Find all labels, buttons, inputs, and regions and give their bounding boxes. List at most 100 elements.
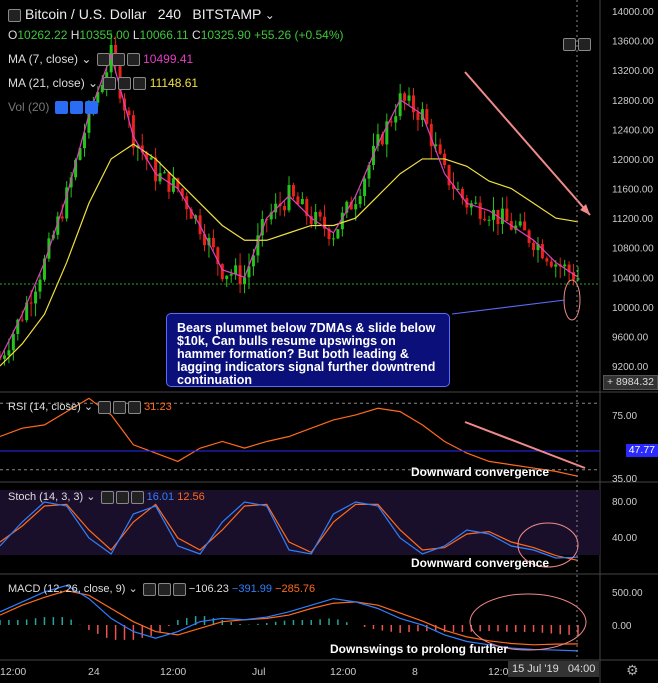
ma21-label: MA (21, close) [8,76,85,90]
ma21-value: 11148.61 [150,76,198,90]
annotation-callout: Bears plummet below 7DMAs & slide below … [166,313,450,387]
close-icon[interactable] [128,401,141,414]
stoch-tick-label: 80.00 [612,497,637,508]
macd-legend[interactable]: MACD (12, 26, close, 9) ⌄ −106.23 −391.9… [8,582,315,596]
candle-body [403,93,406,101]
stoch-legend[interactable]: Stoch (14, 3, 3) ⌄ 16.01 12.56 [8,490,205,504]
low-value: 10066.11 [140,28,189,42]
rsi-tick-label: 35.00 [612,474,637,485]
price-cursor-value: 8984.32 [616,376,654,388]
chevron-down-icon[interactable]: ⌄ [128,583,137,595]
trend-arrow [465,72,590,215]
low-label: L [133,28,140,42]
rsi-marker-tag: 47.77 [626,444,658,457]
plus-icon: + [607,376,613,388]
candle-body [21,320,24,321]
chevron-down-icon[interactable]: ⌄ [265,8,275,22]
exchange: BITSTAMP [192,6,261,22]
settings-icon[interactable] [113,401,126,414]
price-tick-label: 12800.00 [612,96,654,107]
candle-body [7,350,10,355]
chevron-down-icon[interactable]: ⌄ [84,401,93,413]
settings-icon[interactable] [70,101,83,114]
price-cursor-tag: + 8984.32 [603,375,658,390]
candle-body [550,261,553,266]
close-icon[interactable] [131,491,144,504]
close-icon[interactable] [127,53,140,66]
date-cursor-tag: 15 Jul '19 04:00 [508,661,599,677]
close-icon[interactable] [173,583,186,596]
close-value: 10325.90 [201,28,251,42]
macd-note: Downswings to prolong further [330,642,508,656]
candle-body [332,238,335,239]
macd-hist-value: −106.23 [189,583,229,595]
rsi-label: RSI (14, close) [8,401,81,413]
candle-body [150,158,153,160]
candle-body [0,359,2,360]
cursor-date: 15 Jul '19 [512,663,559,675]
candle-body [416,112,419,120]
ma21-legend[interactable]: MA (21, close) ⌄ 11148.61 [8,76,198,90]
chevron-down-icon[interactable]: ⌄ [81,52,91,66]
maximize-icon[interactable] [578,38,591,51]
candle-body [30,303,33,304]
candle-body [230,274,233,276]
candle-body [399,93,402,116]
time-tick-label: Jul [252,666,265,678]
symbol-header[interactable]: Bitcoin / U.S. Dollar 240 BITSTAMP ⌄ [8,6,275,22]
chevron-down-icon[interactable]: ⌄ [86,491,95,503]
candle-body [319,212,322,217]
ohlc-readout: O10262.22 H10355.00 L10066.11 C10325.90 … [8,28,344,42]
ma7-legend[interactable]: MA (7, close) ⌄ 10499.41 [8,52,193,66]
candle-body [336,229,339,238]
macd-signal-line [0,591,578,645]
rsi-tick-label: 75.00 [612,411,637,422]
vol-label: Vol (20) [8,100,49,114]
high-value: 10355.00 [79,28,129,42]
candle-body [577,278,580,280]
candle-body [225,276,228,279]
eye-icon[interactable] [103,77,116,90]
cursor-time: 04:00 [568,663,596,675]
rsi-legend[interactable]: RSI (14, close) ⌄ 31.23 [8,400,172,414]
candle-body [163,172,166,173]
settings-icon[interactable] [118,77,131,90]
price-tick-label: 14000.00 [612,7,654,18]
eye-icon[interactable] [143,583,156,596]
collapse-icon[interactable] [8,9,21,22]
eye-icon[interactable] [98,401,111,414]
candle-body [292,185,295,196]
price-tick-label: 11600.00 [612,185,653,196]
rsi-note: Downward convergence [411,465,549,479]
close-icon[interactable] [133,77,146,90]
candle-body [61,216,64,218]
eye-icon[interactable] [101,491,114,504]
chevron-down-icon[interactable] [563,38,576,51]
signal-value: −285.76 [275,583,315,595]
pane-controls [561,36,591,54]
settings-icon[interactable] [112,53,125,66]
price-tick-label: 10800.00 [612,244,654,255]
candle-body [541,244,544,258]
eye-icon[interactable] [55,101,68,114]
settings-icon[interactable] [158,583,171,596]
price-tick-label: 9200.00 [612,362,649,373]
time-tick-label: 12:00 [160,666,186,678]
candle-body [39,280,42,292]
candle-body [212,238,215,247]
vol-legend[interactable]: Vol (20) [8,100,98,114]
close-icon[interactable] [85,101,98,114]
settings-icon[interactable] [116,491,129,504]
candle-body [363,179,366,196]
candle-body [483,219,486,220]
chevron-down-icon[interactable]: ⌄ [88,76,98,90]
stoch-note: Downward convergence [411,556,549,570]
close-label: C [192,28,201,42]
ma7-value: 10499.41 [143,52,193,66]
candle-body [501,209,504,224]
candle-body [234,265,237,274]
eye-icon[interactable] [97,53,110,66]
candle-body [532,243,535,250]
settings-gear-icon[interactable]: ⚙ [626,662,639,679]
candle-body [519,221,522,225]
